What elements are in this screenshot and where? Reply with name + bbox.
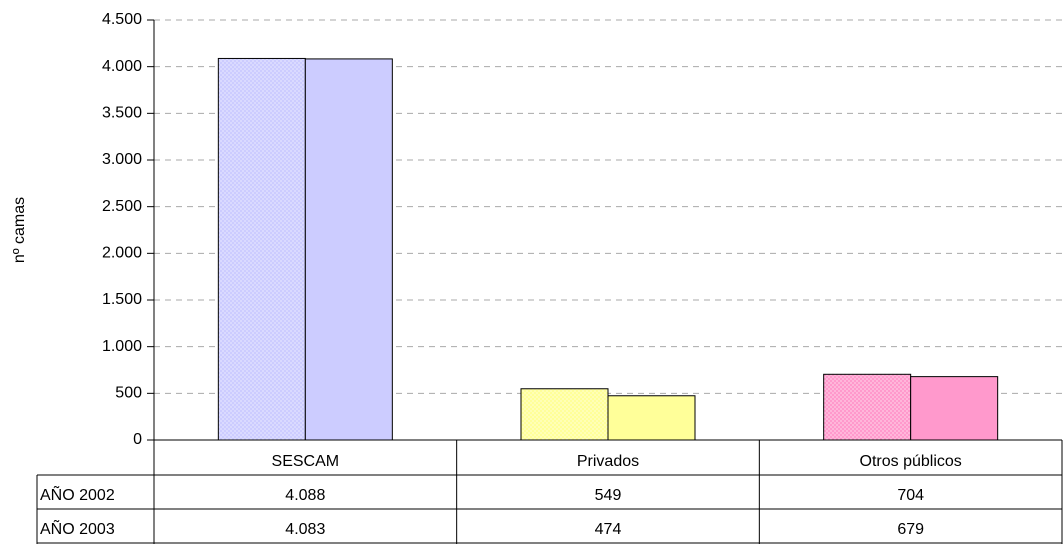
- table-value: 4.088: [285, 487, 325, 504]
- y-tick-label: 2.500: [102, 198, 142, 215]
- y-tick-label: 1.000: [102, 338, 142, 355]
- table-value: 704: [897, 487, 924, 504]
- y-tick-label: 3.500: [102, 105, 142, 122]
- y-tick-label: 0: [133, 431, 142, 448]
- x-tick-label: Otros públicos: [860, 453, 962, 470]
- table-value: 4.083: [285, 521, 325, 538]
- table-value: 679: [897, 521, 924, 538]
- bar: [304, 58, 393, 441]
- table-value: 549: [595, 487, 622, 504]
- y-tick-label: 500: [115, 385, 142, 402]
- bar: [520, 388, 609, 441]
- bar: [607, 395, 696, 441]
- x-tick-label: SESCAM: [272, 453, 340, 470]
- y-tick-label: 4.500: [102, 11, 142, 28]
- legend-label: AÑO 2002: [40, 484, 115, 504]
- bar: [823, 373, 912, 441]
- y-tick-label: 1.500: [102, 291, 142, 308]
- y-axis-label: nº camas: [11, 197, 28, 263]
- bar: [910, 376, 999, 441]
- x-tick-label: Privados: [577, 453, 639, 470]
- y-tick-label: 2.000: [102, 245, 142, 262]
- y-tick-label: 4.000: [102, 58, 142, 75]
- legend-label: AÑO 2003: [40, 518, 115, 538]
- y-tick-label: 3.000: [102, 151, 142, 168]
- table-value: 474: [595, 521, 622, 538]
- bar: [217, 57, 306, 441]
